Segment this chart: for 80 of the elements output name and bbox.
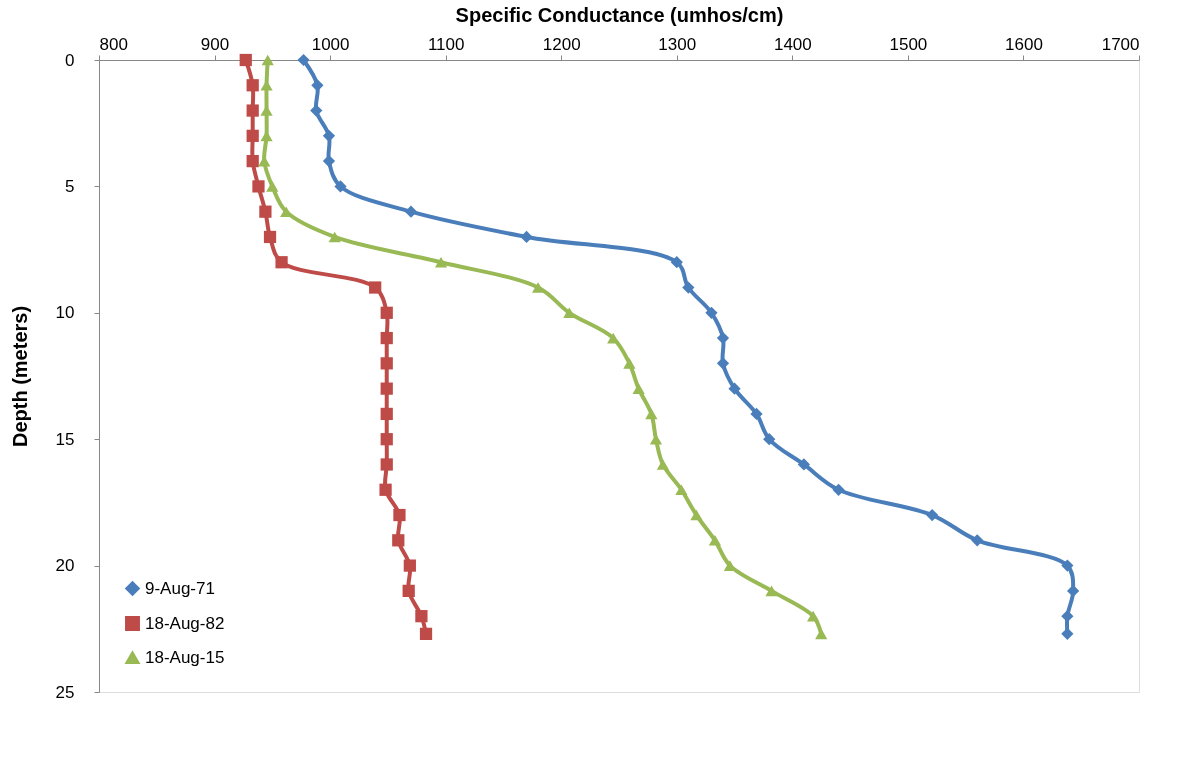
x-tick-label: 1500 — [889, 34, 928, 54]
point — [379, 483, 392, 496]
point — [380, 458, 393, 471]
point — [520, 230, 533, 244]
y-tick-label: 5 — [65, 176, 75, 196]
legend-label: 18-Aug-15 — [145, 647, 225, 667]
point — [716, 331, 730, 345]
x-tick-label: 1300 — [658, 34, 697, 54]
point — [645, 408, 658, 420]
point — [322, 129, 336, 142]
point — [393, 508, 406, 522]
point — [369, 281, 382, 294]
point — [716, 357, 730, 370]
point — [690, 509, 703, 521]
point — [682, 281, 695, 294]
point — [675, 484, 688, 496]
y-tick-label: 25 — [55, 682, 75, 702]
point — [728, 382, 741, 395]
x-tick-label: 1100 — [427, 34, 465, 54]
point — [705, 306, 718, 319]
point — [246, 155, 259, 168]
y-tick-label: 15 — [55, 429, 75, 449]
point — [380, 382, 393, 395]
point — [259, 205, 272, 218]
point — [263, 230, 277, 244]
point — [670, 256, 683, 269]
point — [415, 610, 428, 623]
x-axis-title: Specific Conductance (umhos/cm) — [455, 3, 784, 26]
point — [380, 357, 393, 370]
point — [807, 610, 820, 622]
point — [266, 181, 279, 192]
point — [763, 433, 776, 446]
point — [402, 584, 415, 597]
point — [380, 331, 393, 345]
point — [765, 585, 778, 597]
point — [607, 332, 620, 344]
point — [832, 483, 845, 496]
y-tick-label: 20 — [55, 556, 75, 576]
point — [403, 559, 416, 572]
point — [275, 256, 288, 269]
point — [380, 306, 393, 319]
point — [531, 282, 545, 293]
y-axis-title: Depth (meters) — [8, 305, 31, 448]
point — [1061, 559, 1074, 572]
point — [632, 383, 645, 394]
point — [750, 407, 763, 421]
legend-label: 18-Aug-82 — [145, 613, 225, 633]
x-tick-label: 1700 — [1101, 34, 1140, 54]
x-tick-label: 1400 — [773, 34, 812, 54]
x-tick-label: 1200 — [542, 34, 581, 54]
point — [971, 534, 984, 547]
point — [708, 535, 722, 546]
x-tick-label: 800 — [99, 34, 128, 54]
point — [623, 358, 636, 369]
point — [380, 433, 393, 446]
point — [815, 628, 828, 640]
point — [419, 627, 433, 640]
legend-label: 9-Aug-71 — [145, 578, 215, 598]
y-tick-label: 0 — [65, 50, 75, 70]
point — [252, 180, 265, 193]
x-tick-label: 900 — [200, 34, 230, 54]
x-tick-label: 1000 — [311, 34, 350, 54]
point — [656, 459, 670, 470]
point — [246, 129, 259, 142]
x-tick-label: 1600 — [1005, 34, 1043, 54]
point — [392, 534, 405, 547]
point — [334, 180, 347, 193]
point — [434, 256, 448, 268]
point — [380, 407, 393, 421]
point — [297, 53, 310, 67]
point — [246, 104, 259, 117]
y-tick-label: 10 — [55, 303, 75, 323]
point — [328, 231, 341, 243]
point — [404, 205, 418, 218]
point — [322, 155, 336, 168]
point — [261, 54, 274, 66]
point — [926, 508, 939, 522]
point — [239, 53, 252, 67]
point — [797, 458, 811, 471]
point — [246, 79, 259, 92]
